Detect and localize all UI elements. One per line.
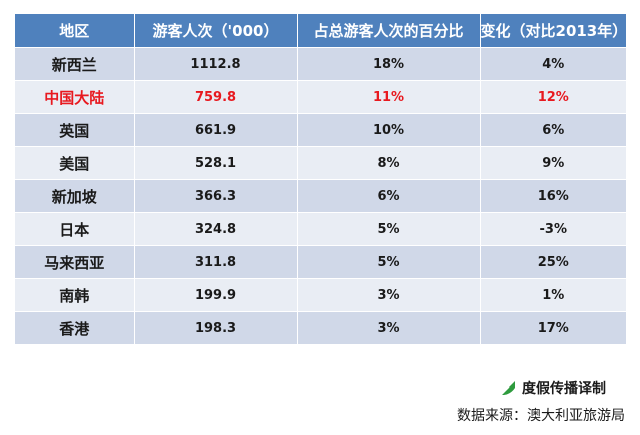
visitors-cell: 199.9 bbox=[134, 278, 298, 312]
data-source: 数据来源：澳大利亚旅游局 bbox=[457, 408, 625, 424]
table-row: 日本 324.8 5% -3% bbox=[15, 212, 626, 246]
change-cell: -3% bbox=[480, 212, 626, 246]
table-row: 新西兰 1112.8 18% 4% bbox=[15, 47, 626, 81]
table-row: 香港 198.3 3% 17% bbox=[15, 311, 626, 344]
region-cell: 美国 bbox=[15, 146, 135, 180]
share-cell: 3% bbox=[297, 278, 481, 312]
table-row: 马来西亚 311.8 5% 25% bbox=[15, 245, 626, 279]
visitors-cell: 324.8 bbox=[134, 212, 298, 246]
table-row: 美国 528.1 8% 9% bbox=[15, 146, 626, 180]
visitors-cell: 1112.8 bbox=[134, 47, 298, 81]
visitors-cell: 661.9 bbox=[134, 113, 298, 147]
visitor-table-container: 地区 游客人次（'000） 占总游客人次的百分比 变化（对比2013年） 新西兰… bbox=[15, 14, 627, 344]
header-share: 占总游客人次的百分比 bbox=[297, 14, 481, 48]
region-cell: 香港 bbox=[15, 311, 135, 344]
region-cell: 新西兰 bbox=[15, 47, 135, 81]
share-cell: 5% bbox=[297, 245, 481, 279]
share-cell: 6% bbox=[297, 179, 481, 213]
table-header: 地区 游客人次（'000） 占总游客人次的百分比 变化（对比2013年） bbox=[15, 14, 627, 48]
leaf-logo-icon bbox=[499, 379, 517, 397]
change-cell: 25% bbox=[480, 245, 626, 279]
share-cell: 3% bbox=[297, 311, 481, 344]
share-cell: 11% bbox=[297, 80, 481, 114]
region-cell: 马来西亚 bbox=[15, 245, 135, 279]
change-cell: 6% bbox=[480, 113, 626, 147]
header-region: 地区 bbox=[15, 14, 135, 48]
table-row: 南韩 199.9 3% 1% bbox=[15, 278, 626, 312]
header-visitors: 游客人次（'000） bbox=[134, 14, 298, 48]
brand-name: 度假传播译制 bbox=[522, 381, 606, 397]
share-cell: 8% bbox=[297, 146, 481, 180]
table-body: 新西兰 1112.8 18% 4% 中国大陆 759.8 11% 12% 英国 661.9 10% 6… bbox=[15, 47, 626, 344]
region-cell: 日本 bbox=[15, 212, 135, 246]
change-cell: 17% bbox=[480, 311, 626, 344]
table-row: 新加坡 366.3 6% 16% bbox=[15, 179, 626, 213]
visitors-cell: 198.3 bbox=[134, 311, 298, 344]
brand: 度假传播译制 bbox=[499, 378, 606, 398]
share-cell: 5% bbox=[297, 212, 481, 246]
region-cell: 南韩 bbox=[15, 278, 135, 312]
visitor-table: 地区 游客人次（'000） 占总游客人次的百分比 变化（对比2013年） 新西兰… bbox=[15, 14, 627, 344]
share-cell: 18% bbox=[297, 47, 481, 81]
region-cell: 新加坡 bbox=[15, 179, 135, 213]
table-row: 英国 661.9 10% 6% bbox=[15, 113, 626, 147]
table-row: 中国大陆 759.8 11% 12% bbox=[15, 80, 626, 114]
visitors-cell: 759.8 bbox=[134, 80, 298, 114]
change-cell: 16% bbox=[480, 179, 626, 213]
header-row: 地区 游客人次（'000） 占总游客人次的百分比 变化（对比2013年） bbox=[15, 14, 627, 48]
visitors-cell: 366.3 bbox=[134, 179, 298, 213]
visitors-cell: 528.1 bbox=[134, 146, 298, 180]
share-cell: 10% bbox=[297, 113, 481, 147]
change-cell: 1% bbox=[480, 278, 626, 312]
visitors-cell: 311.8 bbox=[134, 245, 298, 279]
header-change: 变化（对比2013年） bbox=[480, 14, 627, 48]
region-cell: 中国大陆 bbox=[15, 80, 135, 114]
region-cell: 英国 bbox=[15, 113, 135, 147]
change-cell: 4% bbox=[480, 47, 626, 81]
change-cell: 12% bbox=[480, 80, 626, 114]
change-cell: 9% bbox=[480, 146, 626, 180]
